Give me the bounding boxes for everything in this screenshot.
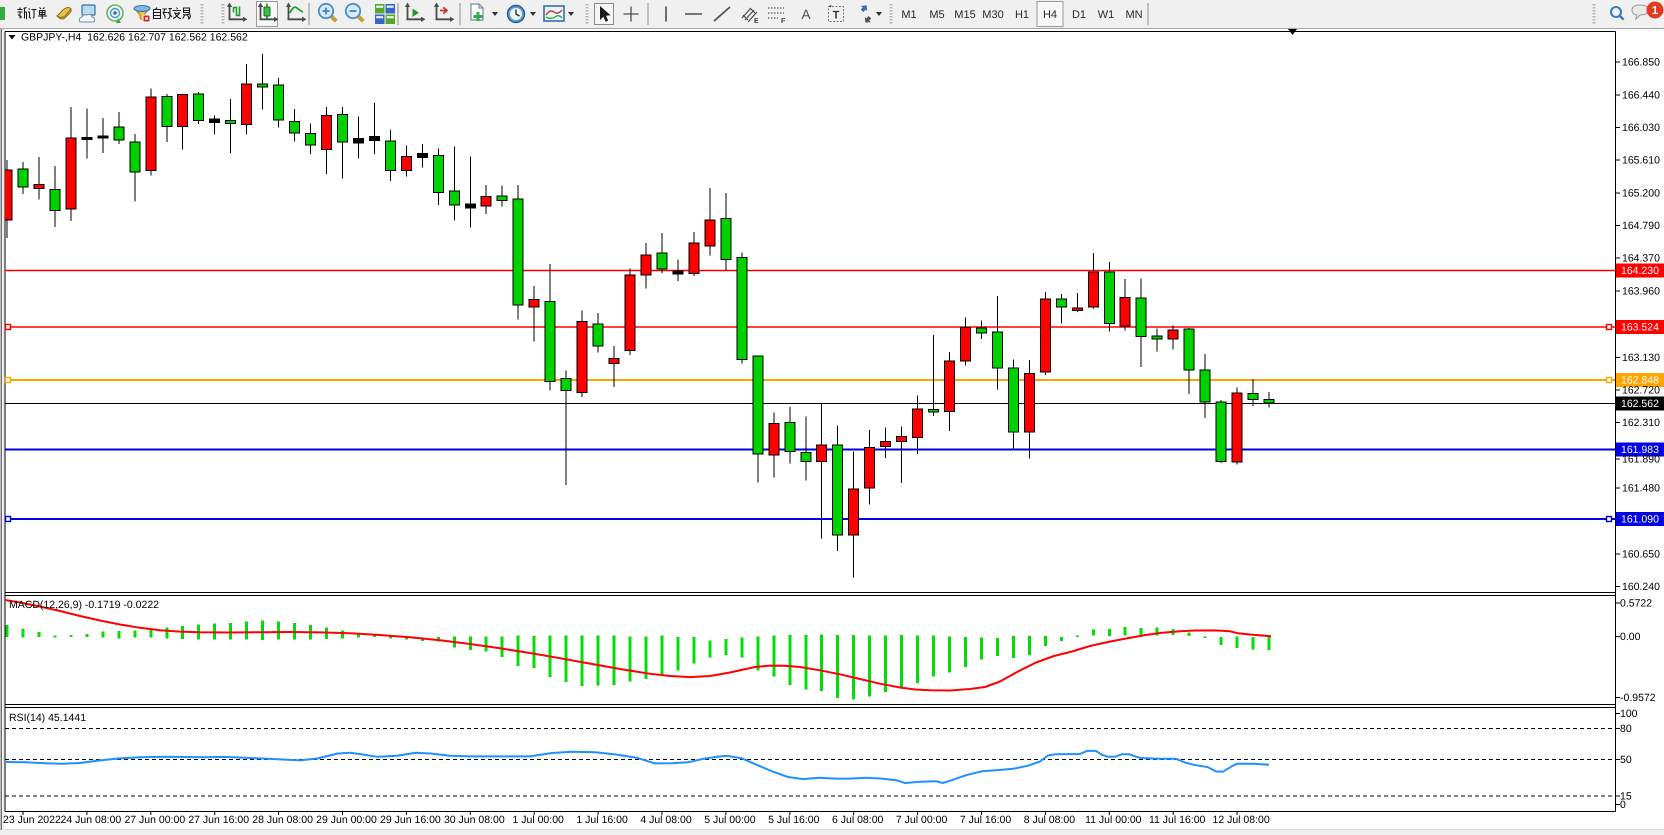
svg-text:M1: M1 [901,9,916,21]
svg-text:7 Jul 16:00: 7 Jul 16:00 [960,814,1012,826]
svg-text:50: 50 [1620,754,1632,766]
svg-text:27 Jun 16:00: 27 Jun 16:00 [188,814,249,826]
svg-text:8 Jul 08:00: 8 Jul 08:00 [1024,814,1076,826]
svg-text:-0.9572: -0.9572 [1620,692,1656,704]
svg-text:E: E [754,18,759,25]
svg-text:6 Jul 08:00: 6 Jul 08:00 [832,814,884,826]
svg-text:H4: H4 [1043,9,1057,21]
svg-text:80: 80 [1620,723,1632,735]
svg-text:GBPJPY-,H4 162.626 162.707 16: GBPJPY-,H4 162.626 162.707 162.562 162.5… [21,32,248,44]
svg-text:11 Jul 16:00: 11 Jul 16:00 [1149,814,1206,826]
svg-text:163.524: 163.524 [1621,322,1659,334]
svg-text:162.720: 162.720 [1622,385,1660,397]
svg-text:M15: M15 [954,9,975,21]
svg-text:5 Jul 00:00: 5 Jul 00:00 [704,814,756,826]
svg-text:4 Jul 08:00: 4 Jul 08:00 [640,814,692,826]
svg-text:162.848: 162.848 [1621,375,1659,387]
svg-text:164.370: 164.370 [1622,253,1660,265]
svg-text:160.650: 160.650 [1622,549,1660,561]
svg-text:161.480: 161.480 [1622,483,1660,495]
svg-text:M30: M30 [982,9,1003,21]
svg-text:0.00: 0.00 [1620,631,1641,643]
svg-text:27 Jun 00:00: 27 Jun 00:00 [124,814,185,826]
svg-text:164.790: 164.790 [1622,220,1660,232]
svg-text:29 Jun 00:00: 29 Jun 00:00 [316,814,377,826]
svg-text:5 Jul 16:00: 5 Jul 16:00 [768,814,820,826]
svg-text:RSI(14) 45.1441: RSI(14) 45.1441 [9,712,86,724]
svg-text:29 Jun 16:00: 29 Jun 16:00 [380,814,441,826]
svg-text:160.240: 160.240 [1622,581,1660,593]
svg-text:1: 1 [1652,5,1659,17]
svg-text:166.030: 166.030 [1622,122,1660,134]
svg-text:163.130: 163.130 [1622,352,1660,364]
svg-text:166.850: 166.850 [1622,57,1660,69]
svg-text:161.890: 161.890 [1622,454,1660,466]
svg-text:0.5722: 0.5722 [1620,598,1652,610]
svg-text:1 Jul 16:00: 1 Jul 16:00 [576,814,628,826]
svg-text:H1: H1 [1015,9,1029,21]
svg-text:165.200: 165.200 [1622,188,1660,200]
svg-text:0: 0 [1620,799,1626,811]
svg-text:MACD(12,26,9) -0.1719 -0.0222: MACD(12,26,9) -0.1719 -0.0222 [9,599,159,611]
svg-text:T: T [833,10,840,22]
svg-text:30 Jun 08:00: 30 Jun 08:00 [444,814,505,826]
svg-text:D1: D1 [1072,9,1086,21]
svg-text:24 Jun 08:00: 24 Jun 08:00 [61,814,122,826]
svg-text:100: 100 [1620,708,1638,720]
svg-text:W1: W1 [1098,9,1115,21]
svg-text:11 Jul 00:00: 11 Jul 00:00 [1085,814,1142,826]
svg-text:A: A [801,7,810,22]
svg-text:F: F [781,18,786,25]
svg-text:163.960: 163.960 [1622,286,1660,298]
svg-text:165.610: 165.610 [1622,155,1660,167]
svg-text:7 Jul 00:00: 7 Jul 00:00 [896,814,948,826]
svg-text:164.230: 164.230 [1621,265,1659,277]
svg-text:1 Jul 00:00: 1 Jul 00:00 [513,814,565,826]
svg-text:162.310: 162.310 [1622,417,1660,429]
svg-text:161.090: 161.090 [1621,514,1659,526]
svg-text:M5: M5 [929,9,944,21]
svg-text:162.562: 162.562 [1621,398,1659,410]
svg-text:MN: MN [1125,9,1142,21]
svg-text:23 Jun 2022: 23 Jun 2022 [3,814,61,826]
svg-text:28 Jun 08:00: 28 Jun 08:00 [252,814,313,826]
svg-text:12 Jul 08:00: 12 Jul 08:00 [1212,814,1269,826]
svg-text:166.440: 166.440 [1622,90,1660,102]
svg-text:161.983: 161.983 [1621,444,1659,456]
svg-text:15: 15 [1620,791,1632,803]
